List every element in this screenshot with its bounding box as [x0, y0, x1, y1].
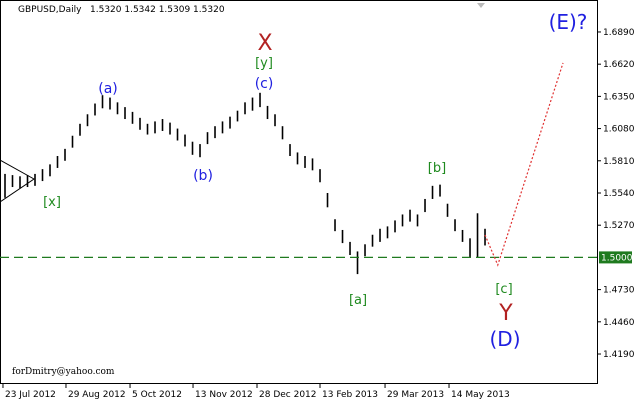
y-tick-label: 1.5540: [603, 189, 634, 199]
x-tick-label: 29 Mar 2013: [387, 390, 444, 400]
x-tick-label: 5 Oct 2012: [132, 390, 182, 400]
y-tick-label: 1.4730: [603, 286, 634, 296]
y-tick-label: 1.6080: [603, 125, 634, 135]
shift-marker: [477, 3, 485, 8]
wave-label: (D): [489, 327, 520, 351]
x-tick-label: 29 Aug 2012: [68, 390, 126, 400]
y-tick-label: 1.5270: [603, 221, 634, 231]
projection-line: [484, 62, 564, 267]
wave-label: X: [257, 31, 272, 56]
level-label: 1.5000: [601, 253, 633, 263]
plot-frame: [0, 0, 598, 384]
y-tick-label: 1.4190: [603, 350, 634, 360]
wave-label: [a]: [349, 293, 367, 308]
level-label-box: [599, 251, 632, 264]
y-tick-label: 1.5810: [603, 157, 634, 167]
x-tick-label: 13 Nov 2012: [195, 390, 253, 400]
y-tick-label: 1.6620: [603, 60, 634, 70]
x-tick-label: 23 Jul 2012: [5, 390, 56, 400]
chart-quote: 1.5320 1.5342 1.5309 1.5320: [90, 5, 225, 15]
x-tick-label: 13 Feb 2013: [322, 390, 378, 400]
wave-label: (a): [98, 81, 118, 97]
wave-label: (b): [193, 168, 213, 184]
watermark: forDmitry@yahoo.com: [12, 367, 115, 377]
y-tick-label: 1.6890: [603, 28, 634, 38]
wave-label: [b]: [428, 161, 446, 176]
wave-label: [x]: [43, 195, 61, 210]
wave-label: [y]: [255, 56, 273, 71]
y-tick-label: 1.4460: [603, 318, 634, 328]
x-tick-label: 28 Dec 2012: [259, 390, 317, 400]
chart-title: GBPUSD,Daily: [18, 5, 82, 15]
wave-label: (E)?: [549, 10, 588, 34]
wave-label: Y: [498, 301, 513, 326]
x-tick-label: 14 May 2013: [451, 390, 510, 400]
y-tick-label: 1.6350: [603, 92, 634, 102]
wave-label: (c): [255, 76, 274, 92]
wave-label: [c]: [495, 282, 512, 297]
triangle-drawing: [0, 159, 35, 203]
